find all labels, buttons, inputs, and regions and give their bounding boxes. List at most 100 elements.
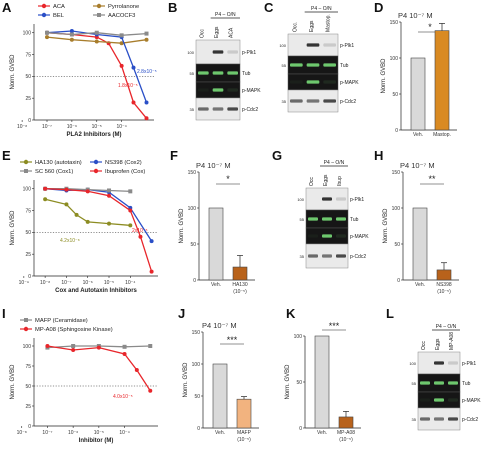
band [290,99,303,103]
y-tick-label: 100 [294,334,303,340]
chart-d: 0 50 100 150 Norm. GVBD [381,20,457,134]
cat-d-1: Mastop. [433,132,451,138]
band-label: p-Cdc2 [242,107,258,113]
x-tick-label: 10⁻⁶ [67,124,77,130]
data-point [69,32,74,37]
band-label: p-Cdc2 [350,254,366,260]
band-label: p-Plk1 [340,43,354,49]
panel-label-c: C [264,0,274,15]
panel-label-d: D [374,0,383,15]
mw-label: 100 [187,50,194,55]
band [420,381,430,385]
x-tick-label: 10⁻⁶ [83,280,93,286]
data-point [149,269,154,274]
legend-a-aacocf3: AACOCF3 [108,13,135,19]
data-point [131,65,136,70]
x-tick-label: 10⁻⁸ [40,280,50,286]
mw-label: 55 [412,381,417,386]
band [336,254,346,258]
bar [412,207,428,281]
data-point [119,63,124,68]
legend-a-aca: ACA [53,4,65,10]
mw-label: 55 [190,71,195,76]
band [420,417,430,421]
header-label: P4 – O/N [215,12,236,18]
band [336,197,346,201]
y-tick-label: 50 [296,380,302,386]
band-label: p-Cdc2 [462,417,478,423]
y-tick-label: 50 [194,394,200,400]
sub-k: (10⁻⁵) [339,437,353,443]
band [420,398,430,402]
y-tick-label: 0 [193,278,196,284]
panel-label-k: K [286,306,296,321]
data-point [71,348,76,352]
panel-label-f: F [170,148,178,163]
data-point [69,37,74,42]
series-line [44,198,131,227]
panel-label-g: G [272,148,282,163]
y-axis-label: Norm. GVBD [10,210,16,246]
chart-h: 0 50 100 150 Norm. GVBD [383,170,459,284]
band [322,254,332,258]
y-axis-label: Norm. GVBD [10,364,16,400]
y-tick-label: 75 [25,52,31,58]
series-line [45,188,153,242]
y-tick-label: 25 [25,404,31,410]
y-tick-label: 50 [25,384,31,390]
blots-layer: P4 – O/N Occ Eggs ACA p-Plk1 100 Tub 55 p-MAPK p-… [187,6,481,431]
panel-label-l: L [386,306,394,321]
y-tick-label: 75 [25,208,31,214]
svg-text:*: * [428,22,432,32]
series-line [46,32,148,119]
band [322,197,332,201]
data-point [119,33,124,38]
y-axis-label: Norm. GVBD [179,208,185,244]
x-tick-label: 10⁻⁷ [42,430,52,436]
series-3 [45,30,149,38]
band [434,417,444,421]
band-label: Tub [462,381,471,387]
data-point [144,37,149,42]
band [448,381,458,385]
data-point [134,368,139,372]
band-label: p-MAPK [350,234,369,240]
x-tick-label: 10⁻⁷ [61,280,71,286]
ic50-i-red: 4.0x10⁻⁵ [113,394,133,400]
series-line [46,30,148,103]
legend-a-pyrrolanone: Pyrrolanone [108,4,139,10]
data-point [122,344,127,349]
data-point [107,193,112,198]
band [308,217,318,221]
x-tick-label: 10⁻⁶ [68,430,78,436]
chart-e: 0 25 50 75 100 10⁻⁹ 10⁻⁸ 10⁻⁷ 10⁻⁶ 10⁻⁵ 10⁻⁴ Cox an… [10,180,158,294]
bar [338,416,354,429]
legend-a-bel: BEL [53,13,65,19]
lane-label: Eggs [309,20,315,32]
band [227,107,238,111]
bar [236,398,252,429]
lane-label: MP-A08 [449,332,455,350]
data-point [85,189,90,194]
band [212,88,224,92]
data-point [107,188,112,193]
svg-text:***: *** [227,335,238,345]
band [434,398,444,402]
data-point [94,39,99,44]
mw-label: 55 [282,63,287,68]
y-tick-label: 0 [28,118,31,124]
band-label: p-Plk1 [242,50,256,56]
data-point [119,41,124,46]
header-label: P4 – O/N [436,324,457,330]
legend-e-ns398: NS398 (Cox2) [105,160,142,166]
cat-d-0: Veh. [413,132,423,138]
x-tick-label: 10⁻⁵ [92,124,102,130]
legend-i-mpa08: MP-A08 (Sphingosine Kinase) [35,327,113,333]
band [306,99,320,103]
x-tick-label: 10⁻⁷ [42,124,52,130]
mw-label: 35 [282,99,287,104]
blot-l: P4 – O/N Occ Eggs MP-A08 p-Plk1 100 Tub 55 p-MAP… [409,324,481,431]
lane-label: Occ [309,177,315,186]
y-tick-label: 50 [190,242,196,248]
